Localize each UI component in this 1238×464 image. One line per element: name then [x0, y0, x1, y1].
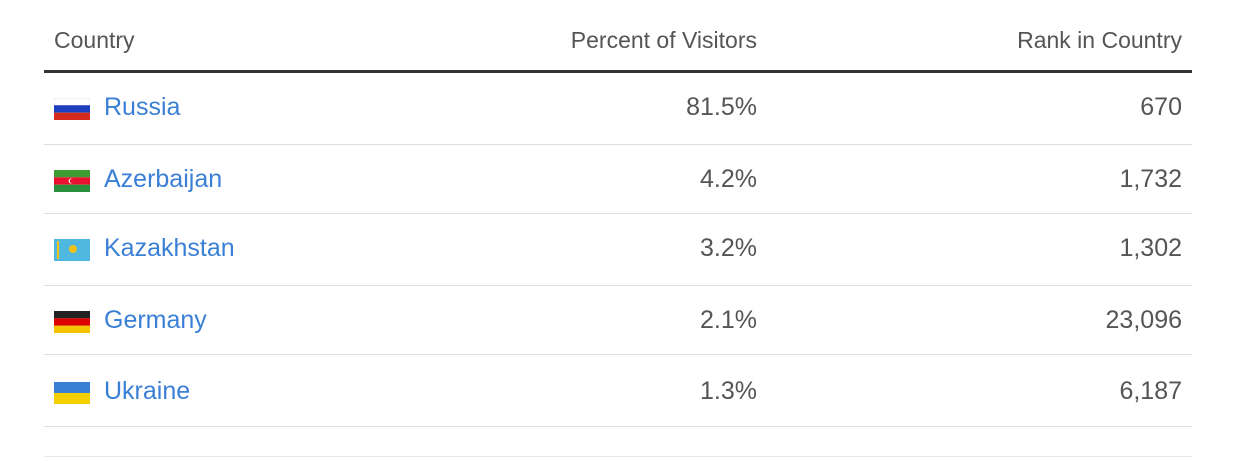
- flag-icon: [54, 239, 90, 261]
- column-header: Rank in Country: [1017, 27, 1182, 53]
- percent-cell: 1.3%: [700, 377, 757, 405]
- column-header: Country: [54, 27, 135, 53]
- row-divider: [44, 213, 1192, 214]
- flag-icon: [54, 311, 90, 333]
- column-header: Percent of Visitors: [570, 27, 757, 53]
- row-divider: [44, 426, 1192, 427]
- percent-cell: 2.1%: [700, 306, 757, 334]
- percent-cell: 81.5%: [686, 93, 757, 121]
- row-divider: [44, 144, 1192, 145]
- country-link[interactable]: Ukraine: [104, 377, 191, 405]
- rank-cell: 1,302: [1119, 234, 1182, 262]
- flag-icon: [54, 170, 90, 192]
- footer-rule: [44, 456, 1192, 457]
- percent-cell: 3.2%: [700, 234, 757, 262]
- rank-cell: 670: [1140, 93, 1182, 121]
- rank-cell: 6,187: [1119, 377, 1182, 405]
- flag-icon: [54, 382, 90, 404]
- country-link[interactable]: Germany: [104, 306, 207, 334]
- country-link[interactable]: Kazakhstan: [104, 234, 235, 262]
- rank-cell: 1,732: [1119, 165, 1182, 193]
- flag-icon: [54, 98, 90, 120]
- country-link[interactable]: Azerbaijan: [104, 165, 223, 193]
- country-link[interactable]: Russia: [104, 93, 181, 121]
- percent-cell: 4.2%: [700, 165, 757, 193]
- row-divider: [44, 354, 1192, 355]
- rank-cell: 23,096: [1105, 306, 1182, 334]
- row-divider: [44, 285, 1192, 286]
- header-rule: [44, 70, 1192, 73]
